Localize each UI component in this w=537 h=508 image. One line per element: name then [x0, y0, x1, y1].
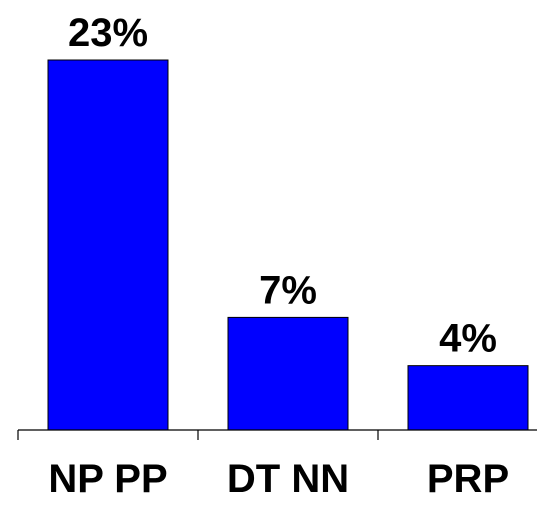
- bar-dt-nn: [227, 316, 349, 431]
- bar-np-pp: [47, 59, 169, 431]
- x-tick-label-np-pp: NP PP: [48, 457, 167, 501]
- x-tick-label-dt-nn: DT NN: [227, 457, 349, 501]
- data-label-prp: 4%: [439, 317, 497, 361]
- bars-group: [47, 59, 529, 431]
- data-label-np-pp: 23%: [68, 11, 148, 55]
- x-tick-label-prp: PRP: [427, 457, 509, 501]
- data-label-dt-nn: 7%: [259, 268, 317, 312]
- data-labels-group: 23% 7% 4%: [68, 11, 497, 361]
- bar-prp: [407, 365, 529, 431]
- x-tick-labels-group: NP PP DT NN PRP: [48, 457, 509, 501]
- x-axis: [17, 429, 537, 440]
